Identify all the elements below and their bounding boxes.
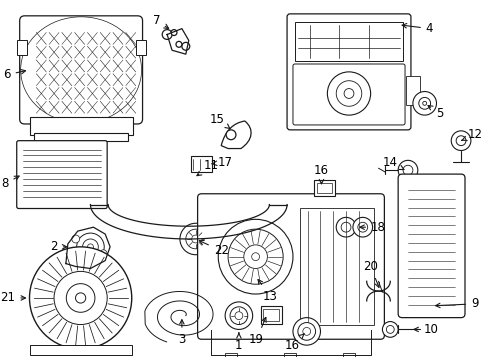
Text: 16: 16	[313, 164, 328, 184]
FancyBboxPatch shape	[292, 64, 404, 125]
Text: 4: 4	[401, 22, 432, 35]
Circle shape	[227, 229, 283, 284]
Circle shape	[302, 328, 310, 335]
Circle shape	[54, 271, 107, 325]
Bar	[263, 309, 279, 320]
Bar	[260, 306, 282, 324]
Text: 5: 5	[427, 105, 442, 120]
Circle shape	[162, 30, 172, 40]
Circle shape	[418, 98, 430, 109]
Text: 10: 10	[413, 323, 438, 336]
Circle shape	[244, 245, 267, 269]
Circle shape	[402, 165, 412, 175]
Bar	[34, 133, 127, 141]
Circle shape	[180, 223, 211, 255]
Bar	[284, 353, 295, 360]
Text: 9: 9	[435, 297, 478, 310]
Bar	[294, 22, 402, 61]
Bar	[135, 40, 145, 55]
Circle shape	[326, 72, 370, 115]
Circle shape	[336, 217, 355, 237]
Bar	[316, 183, 332, 193]
Circle shape	[344, 89, 353, 98]
Circle shape	[66, 284, 95, 312]
Circle shape	[412, 91, 436, 115]
Circle shape	[224, 302, 252, 329]
Circle shape	[251, 253, 259, 261]
Text: 1: 1	[235, 333, 242, 352]
Text: 2: 2	[50, 240, 67, 253]
Circle shape	[99, 250, 107, 258]
Text: 18: 18	[359, 221, 385, 234]
Circle shape	[297, 323, 315, 340]
FancyBboxPatch shape	[197, 194, 384, 339]
Text: 22: 22	[199, 240, 228, 257]
Text: 20: 20	[363, 260, 379, 287]
Circle shape	[82, 239, 98, 255]
Text: 13: 13	[258, 280, 277, 302]
FancyBboxPatch shape	[397, 174, 464, 318]
Circle shape	[341, 222, 350, 232]
Bar	[224, 353, 237, 360]
Bar	[313, 180, 335, 196]
Circle shape	[352, 217, 372, 237]
Text: 7: 7	[152, 14, 168, 28]
Circle shape	[171, 30, 177, 36]
FancyBboxPatch shape	[20, 16, 142, 124]
Circle shape	[87, 244, 93, 250]
Circle shape	[382, 321, 397, 337]
Text: 16: 16	[284, 334, 304, 352]
Circle shape	[292, 318, 320, 345]
Circle shape	[218, 219, 292, 294]
Bar	[29, 117, 132, 135]
Circle shape	[455, 136, 465, 145]
Circle shape	[176, 41, 182, 47]
FancyBboxPatch shape	[286, 14, 410, 130]
Circle shape	[229, 307, 247, 324]
Circle shape	[357, 222, 367, 232]
Circle shape	[75, 293, 85, 303]
Circle shape	[191, 235, 199, 243]
Circle shape	[386, 325, 393, 333]
Circle shape	[29, 247, 131, 349]
Circle shape	[185, 229, 205, 249]
Circle shape	[235, 312, 243, 320]
Circle shape	[336, 81, 361, 106]
Text: 19: 19	[248, 318, 265, 346]
Text: 15: 15	[209, 113, 229, 129]
Circle shape	[225, 130, 236, 140]
Bar	[343, 353, 354, 360]
Circle shape	[77, 233, 104, 261]
Bar	[17, 40, 26, 55]
Text: 6: 6	[3, 68, 25, 81]
PathPatch shape	[221, 121, 250, 149]
Circle shape	[422, 102, 426, 105]
Text: 12: 12	[461, 128, 481, 141]
Text: 3: 3	[178, 320, 185, 346]
FancyBboxPatch shape	[17, 141, 107, 208]
Text: 21: 21	[0, 292, 25, 305]
Text: 11: 11	[197, 159, 219, 176]
Circle shape	[397, 160, 417, 180]
Bar	[299, 207, 373, 325]
Circle shape	[450, 131, 470, 150]
Bar	[405, 76, 419, 105]
Bar	[190, 156, 212, 172]
Circle shape	[72, 235, 80, 243]
Text: 17: 17	[211, 156, 232, 169]
Bar	[29, 345, 131, 355]
Circle shape	[182, 42, 189, 50]
Text: 8: 8	[1, 176, 19, 190]
Text: 14: 14	[382, 156, 403, 170]
